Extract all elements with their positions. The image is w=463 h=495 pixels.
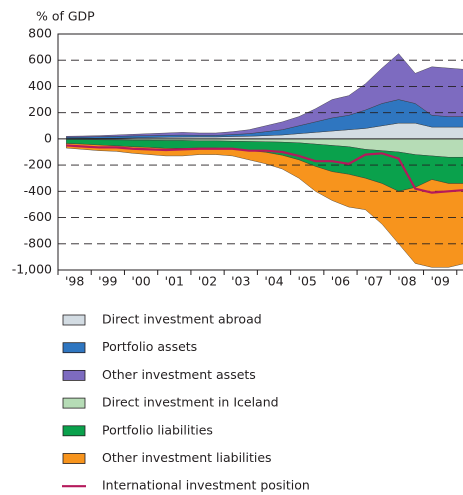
legend-swatch [62, 369, 86, 381]
legend-label: Portfolio assets [102, 339, 197, 354]
area [66, 53, 463, 138]
y-axis-title: % of GDP [36, 9, 95, 24]
plot-frame [57, 33, 463, 271]
legend-swatch [62, 342, 86, 354]
legend-swatch [62, 453, 86, 464]
x-tick-label: '98 [65, 274, 84, 289]
line [66, 144, 463, 194]
legend-swatch [62, 397, 86, 409]
y-tick-label: -600 [24, 209, 52, 224]
legend-label: Direct investment abroad [102, 312, 262, 327]
x-tick-label: '09 [430, 274, 449, 289]
y-tick-label: -800 [24, 235, 52, 250]
legend-label: Other investment assets [102, 367, 256, 382]
legend-swatch [62, 314, 86, 326]
x-tick-label: '01 [165, 274, 184, 289]
x-tick-label: '00 [131, 274, 150, 289]
y-tick-label: 200 [28, 104, 52, 119]
x-tick-label: '99 [98, 274, 117, 289]
y-tick-label: -200 [24, 157, 52, 172]
legend-label: Direct investment in Iceland [102, 395, 279, 410]
y-tick-label: 400 [28, 78, 52, 93]
x-tick-label: '04 [264, 274, 283, 289]
y-tick-label: -400 [24, 183, 52, 198]
x-tick-label: '03 [231, 274, 250, 289]
y-tick-label: -1,000 [12, 262, 52, 277]
x-tick-label: '06 [331, 274, 350, 289]
y-tick-label: 600 [28, 52, 52, 67]
legend-label: Portfolio liabilities [102, 422, 213, 437]
legend-swatch [62, 425, 86, 437]
x-tick-label: '02 [198, 274, 217, 289]
y-tick-label: 800 [28, 26, 52, 41]
legend-label: International investment position [102, 478, 310, 493]
y-tick-label: 0 [44, 130, 52, 145]
x-tick-label: '07 [364, 274, 383, 289]
legend-label: Other investment liabilities [102, 450, 272, 465]
x-tick-label: '05 [298, 274, 317, 289]
x-tick-label: '08 [397, 274, 416, 289]
